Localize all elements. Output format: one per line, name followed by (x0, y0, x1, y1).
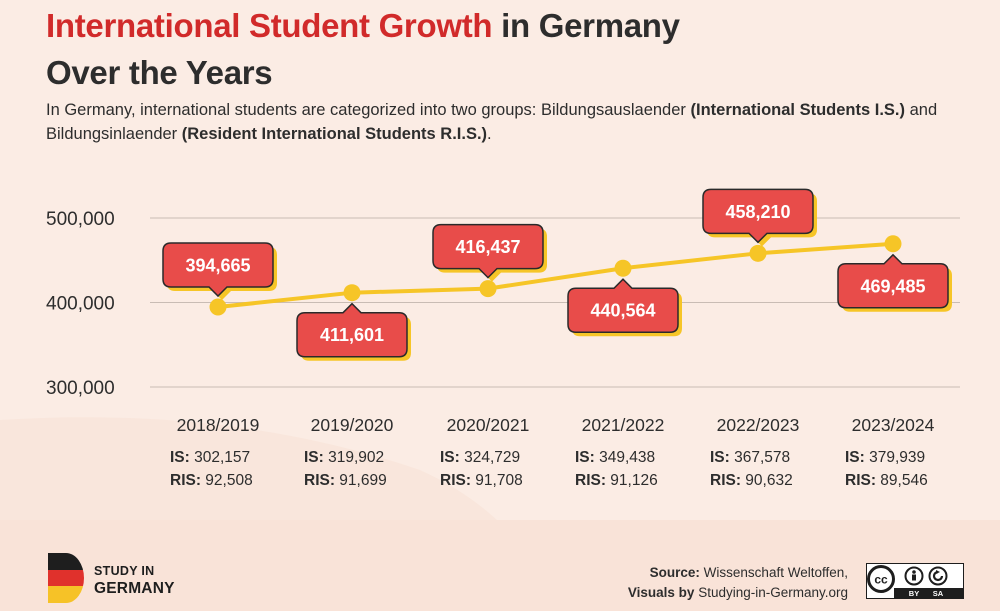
subtitle-text-3: . (487, 125, 492, 143)
is-value: IS: 324,729 (440, 449, 520, 466)
line-chart: 300,000 400,000 500,000 394,665 411,601 416,4… (46, 188, 960, 489)
subtitle-bold-2: (Resident International Students R.I.S.) (181, 125, 488, 143)
data-point (749, 244, 767, 262)
data-point (479, 280, 497, 298)
germany-flag-logo-icon (48, 553, 84, 603)
brand-line2: GERMANY (94, 580, 175, 597)
title-highlight: International Student Growth (46, 7, 493, 44)
x-tick-label: 2019/2020 (311, 415, 394, 435)
data-point (884, 235, 902, 253)
data-point (343, 284, 361, 302)
data-label: 469,485 (860, 276, 925, 296)
brand-line1: STUDY IN (94, 564, 155, 578)
y-tick-label: 400,000 (46, 294, 115, 315)
x-tick-label: 2023/2024 (852, 415, 935, 435)
ris-value: RIS: 89,546 (845, 472, 928, 489)
series-line (216, 241, 895, 310)
x-tick-label: 2021/2022 (582, 415, 665, 435)
title-line2: Over the Years (46, 54, 273, 91)
ris-value: RIS: 91,699 (304, 472, 387, 489)
source-label: Source: (649, 565, 700, 580)
is-value: IS: 349,438 (575, 449, 655, 466)
data-label: 416,437 (455, 237, 520, 257)
ris-value: RIS: 90,632 (710, 472, 793, 489)
x-tick-label: 2020/2021 (447, 415, 530, 435)
visuals-label: Visuals by (627, 585, 695, 600)
is-value: IS: 367,578 (710, 449, 790, 466)
is-value: IS: 319,902 (304, 449, 384, 466)
x-tick-label: 2018/2019 (177, 415, 260, 435)
callout-box (296, 302, 408, 358)
is-value: IS: 379,939 (845, 449, 925, 466)
data-label: 458,210 (725, 202, 790, 222)
subtitle: In Germany, international students are c… (46, 98, 956, 146)
data-point (614, 259, 632, 277)
page-title: International Student Growth in Germany … (46, 2, 966, 96)
callout-box (162, 242, 274, 298)
y-tick-label: 500,000 (46, 209, 115, 230)
footer-band (0, 520, 1000, 611)
callout-box (567, 278, 679, 333)
y-tick-label: 300,000 (46, 378, 115, 399)
callout-box (702, 188, 814, 244)
license-by: BY (909, 589, 919, 598)
callout-box (432, 223, 544, 279)
brand-name: STUDY IN GERMANY (94, 563, 175, 597)
title-rest: in Germany (492, 7, 680, 44)
data-label: 411,601 (320, 325, 384, 345)
data-label: 440,564 (590, 301, 655, 321)
visuals-value: Studying-in-Germany.org (694, 585, 848, 600)
is-value: IS: 302,157 (170, 449, 250, 466)
ris-value: RIS: 92,508 (170, 472, 253, 489)
cc-by-sa-license-icon: cc BY SA (866, 563, 964, 599)
subtitle-bold-1: (International Students I.S.) (690, 101, 906, 119)
ris-value: RIS: 91,126 (575, 472, 658, 489)
source-credit: Source: Wissenschaft Weltoffen, Visuals … (628, 563, 848, 603)
source-value: Wissenschaft Weltoffen, (699, 565, 848, 580)
license-sa: SA (933, 589, 944, 598)
callout-box (837, 253, 949, 309)
ris-value: RIS: 91,708 (440, 472, 523, 489)
data-label: 394,665 (185, 256, 250, 276)
subtitle-text-1: In Germany, international students are c… (46, 101, 691, 119)
cc-text: cc (874, 573, 888, 587)
x-tick-label: 2022/2023 (717, 415, 800, 435)
subtitle-text-2: and Bildungsinlaender (46, 101, 938, 143)
data-point (209, 298, 227, 316)
